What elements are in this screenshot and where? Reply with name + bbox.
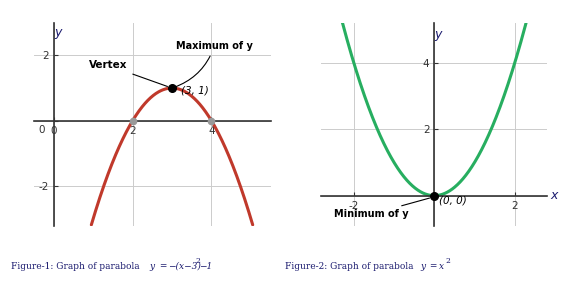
Text: (0, 0): (0, 0) xyxy=(439,196,467,206)
Text: x: x xyxy=(550,189,558,202)
Text: −1: −1 xyxy=(199,262,212,271)
Text: Minimum of y: Minimum of y xyxy=(333,198,430,219)
Text: y: y xyxy=(55,25,62,39)
Text: 2: 2 xyxy=(196,257,201,265)
Text: =: = xyxy=(157,262,170,271)
Text: Figure-1: Graph of parabola: Figure-1: Graph of parabola xyxy=(11,262,143,271)
Text: y: y xyxy=(434,28,441,41)
Text: x: x xyxy=(439,262,444,271)
Text: 0: 0 xyxy=(38,125,45,135)
Text: −(x−3): −(x−3) xyxy=(168,262,201,271)
Text: y: y xyxy=(149,262,155,271)
Text: y: y xyxy=(420,262,425,271)
Text: Maximum of y: Maximum of y xyxy=(175,41,253,87)
Text: 2: 2 xyxy=(445,257,450,265)
Text: (3, 1): (3, 1) xyxy=(180,86,209,96)
Text: Figure-2: Graph of parabola: Figure-2: Graph of parabola xyxy=(285,262,416,271)
Text: =: = xyxy=(427,262,440,271)
Text: Vertex: Vertex xyxy=(89,60,168,87)
